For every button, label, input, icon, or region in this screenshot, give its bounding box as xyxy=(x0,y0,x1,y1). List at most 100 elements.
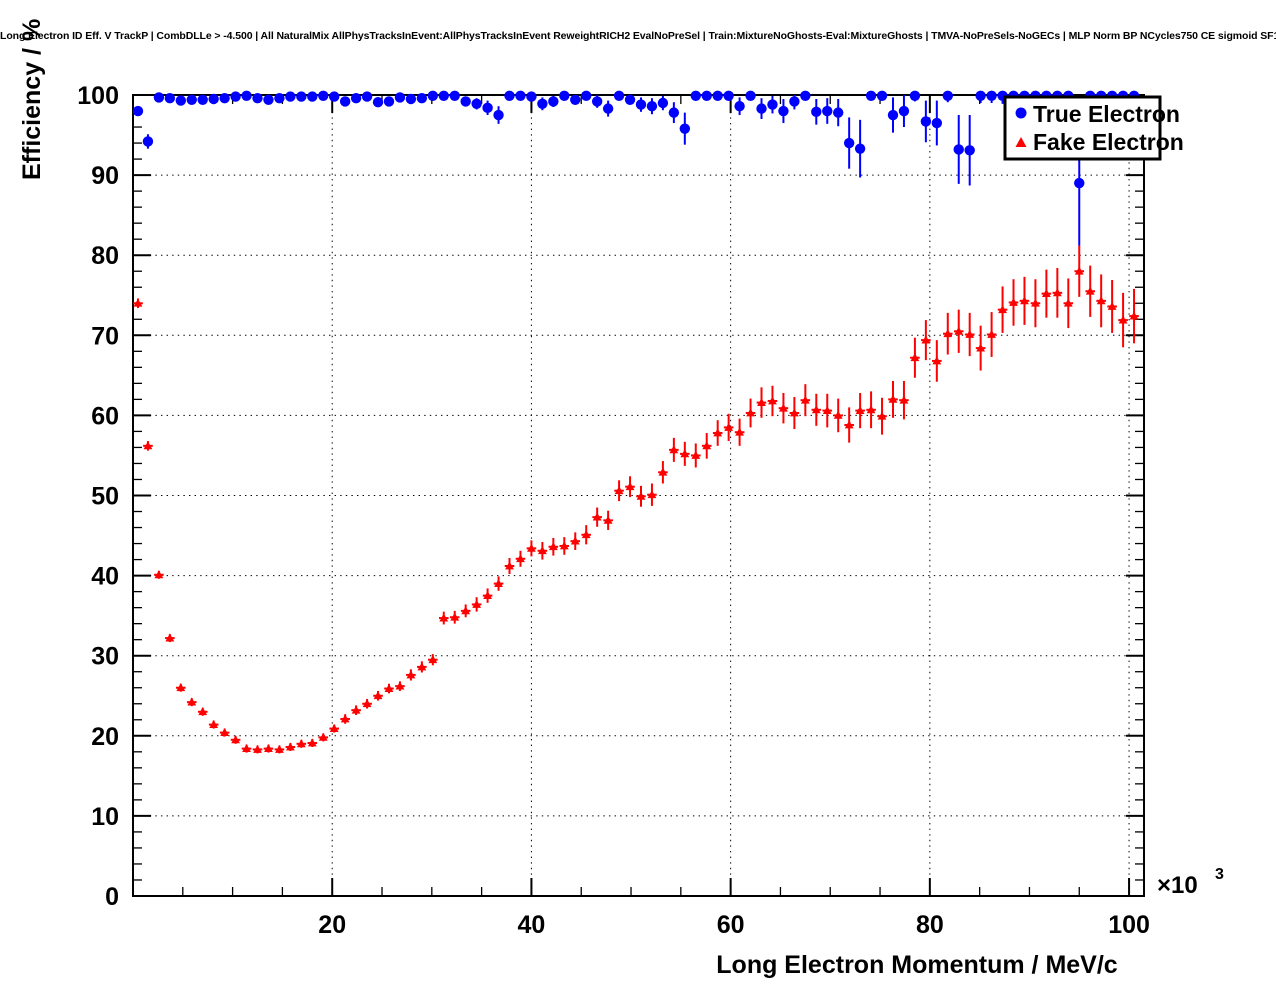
data-point-marker xyxy=(318,732,328,741)
data-point-marker xyxy=(592,512,602,521)
data-point-marker xyxy=(133,298,143,307)
data-point-marker xyxy=(724,422,734,431)
data-point-marker xyxy=(789,96,800,107)
y-tick-label: 0 xyxy=(105,883,119,911)
data-point-marker xyxy=(505,561,514,570)
data-point-marker xyxy=(986,90,997,102)
data-point-marker xyxy=(613,90,625,102)
data-point-marker xyxy=(779,403,788,412)
legend-marker-fake-electron xyxy=(1015,137,1027,147)
data-point-marker xyxy=(570,94,581,106)
data-point-marker xyxy=(723,90,734,102)
data-point-marker xyxy=(624,94,636,106)
data-point-marker xyxy=(428,655,438,664)
data-point-marker xyxy=(242,744,251,753)
data-point-marker xyxy=(745,90,756,102)
gridlines xyxy=(133,95,1144,896)
data-point-marker xyxy=(373,691,383,700)
data-point-marker xyxy=(296,739,306,748)
y-tick-label: 80 xyxy=(91,242,119,270)
data-point-marker xyxy=(252,93,263,104)
data-point-marker xyxy=(691,450,701,459)
data-point-marker xyxy=(921,335,931,344)
data-point-marker xyxy=(1009,297,1018,306)
data-point-marker xyxy=(449,90,460,102)
data-point-marker xyxy=(635,99,647,110)
data-point-marker xyxy=(253,744,262,753)
data-point-marker xyxy=(483,591,492,600)
y-tick-label: 50 xyxy=(91,483,119,511)
data-point-marker xyxy=(591,96,603,107)
data-point-marker xyxy=(361,91,373,102)
data-point-marker xyxy=(581,530,591,539)
plot-title: Long Electron ID Eff. V TrackP | CombDLL… xyxy=(0,30,1276,42)
data-point-marker xyxy=(296,91,307,102)
data-point-marker xyxy=(647,490,657,499)
data-point-marker xyxy=(702,441,712,450)
data-point-marker xyxy=(450,612,460,621)
data-point-marker xyxy=(493,109,504,121)
data-point-marker xyxy=(909,90,921,102)
x-axis-exponent-base: ×10 xyxy=(1157,872,1198,899)
data-point-marker xyxy=(1107,301,1117,310)
data-point-marker xyxy=(866,405,876,414)
data-point-marker xyxy=(888,394,898,403)
data-point-marker xyxy=(614,486,624,495)
data-point-marker xyxy=(416,93,428,104)
data-point-marker xyxy=(208,93,219,105)
data-point-marker xyxy=(767,99,778,110)
data-point-marker xyxy=(987,329,997,338)
data-point-marker xyxy=(471,98,482,110)
data-point-marker xyxy=(646,101,658,112)
data-point-marker xyxy=(811,405,821,414)
data-point-marker xyxy=(657,97,669,109)
x-axis-exponent-power: 3 xyxy=(1215,866,1224,883)
data-point-marker xyxy=(680,449,690,458)
data-point-marker xyxy=(854,143,866,154)
data-point-marker xyxy=(844,420,854,429)
data-point-marker xyxy=(187,697,197,706)
data-point-marker xyxy=(472,599,482,608)
y-tick-label: 60 xyxy=(91,402,119,430)
legend-marker-true-electron xyxy=(1015,107,1027,119)
data-point-marker xyxy=(690,90,701,102)
data-point-marker xyxy=(833,107,844,118)
x-tick-label: 60 xyxy=(717,911,745,939)
data-point-marker xyxy=(548,96,559,107)
data-point-marker xyxy=(789,408,799,417)
x-tick-label: 20 xyxy=(318,911,346,939)
x-tick-label: 40 xyxy=(518,911,546,939)
data-point-marker xyxy=(932,356,942,365)
data-point-marker xyxy=(964,145,975,156)
data-point-marker xyxy=(132,105,144,117)
data-point-marker xyxy=(602,103,614,114)
data-point-marker xyxy=(417,662,427,671)
data-point-marker xyxy=(887,109,899,121)
data-point-marker xyxy=(427,90,439,102)
data-point-marker xyxy=(339,96,351,107)
data-point-marker xyxy=(527,543,536,552)
data-point-marker xyxy=(329,723,339,732)
data-point-marker xyxy=(636,491,646,500)
data-point-marker xyxy=(264,744,273,753)
data-point-marker xyxy=(756,103,767,114)
data-point-marker xyxy=(372,97,384,108)
legend[interactable]: True Electron Fake Electron xyxy=(1003,95,1184,161)
data-point-marker xyxy=(899,395,909,404)
data-point-marker xyxy=(460,96,471,107)
data-point-marker xyxy=(241,90,252,102)
axis-tick-labels: 0 10 20 30 40 50 60 70 80 90 100 20 40 60 80 100 xyxy=(77,82,1150,939)
data-point-marker xyxy=(581,90,592,102)
data-point-marker xyxy=(953,144,964,155)
data-point-marker xyxy=(1118,315,1128,324)
data-point-marker xyxy=(405,93,417,105)
data-point-marker xyxy=(1085,286,1095,295)
data-point-marker xyxy=(822,405,832,414)
data-point-marker xyxy=(515,90,526,102)
data-point-marker xyxy=(570,536,580,545)
data-point-marker xyxy=(713,428,723,437)
data-point-marker xyxy=(668,107,680,118)
data-point-marker xyxy=(559,90,570,102)
series-fake-electron xyxy=(133,245,1139,754)
